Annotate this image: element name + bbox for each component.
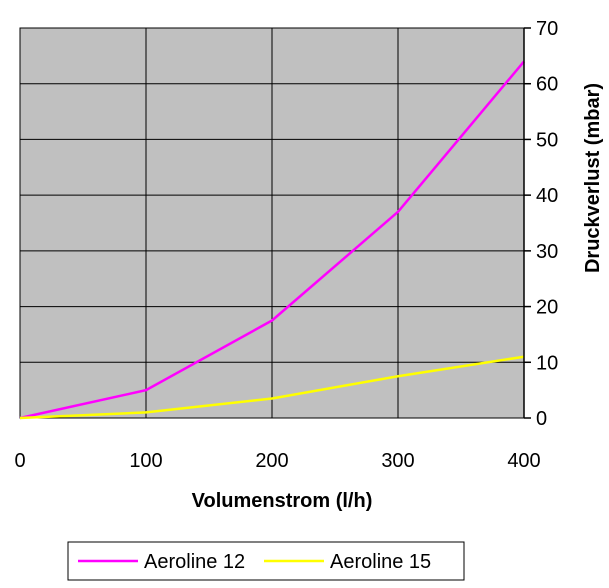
legend: Aeroline 12 Aeroline 15 — [67, 541, 465, 581]
x-tick-label: 400 — [507, 450, 540, 472]
y-tick-label: 30 — [536, 241, 558, 263]
x-axis-title: Volumenstrom (l/h) — [192, 490, 373, 512]
y-axis-ticks: 0 10 20 30 40 50 60 70 — [523, 18, 558, 430]
y-tick-label: 0 — [536, 408, 547, 430]
series-line-2 — [19, 355, 525, 420]
y-tick-label: 10 — [536, 352, 558, 374]
series-lines — [19, 60, 525, 420]
series-line-1 — [19, 60, 525, 420]
x-axis-ticks: 0 100 200 300 400 — [14, 450, 540, 472]
x-tick-label: 0 — [14, 450, 25, 472]
y-tick-label: 40 — [536, 185, 558, 207]
y-axis-title: Druckverlust (mbar) — [582, 83, 604, 273]
y-tick-label: 20 — [536, 297, 558, 319]
x-tick-label: 300 — [381, 450, 414, 472]
x-tick-label: 200 — [255, 450, 288, 472]
y-tick-label: 60 — [536, 74, 558, 96]
y-tick-label: 70 — [536, 18, 558, 40]
gridlines — [20, 28, 524, 418]
legend-label: Aeroline 15 — [330, 551, 431, 573]
y-tick-label: 50 — [536, 129, 558, 151]
x-tick-label: 100 — [129, 450, 162, 472]
legend-label: Aeroline 12 — [144, 551, 245, 573]
